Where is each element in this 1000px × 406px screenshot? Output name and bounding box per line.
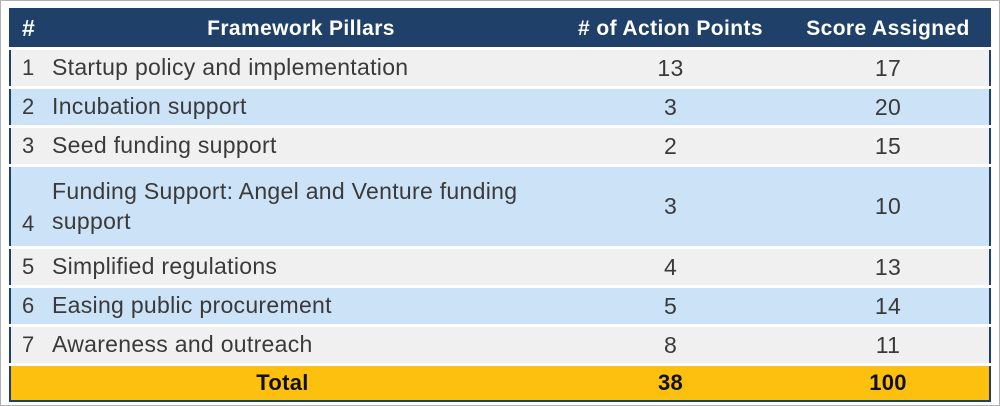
total-label: Total	[10, 363, 554, 401]
header-framework-pillars: Framework Pillars	[48, 9, 554, 50]
pillar-name: Easing public procurement	[48, 286, 554, 327]
row-number: 5	[10, 247, 48, 288]
pillar-name: Awareness and outreach	[48, 325, 554, 366]
header-action-points: # of Action Points	[554, 9, 787, 50]
action-points-value: 13	[554, 48, 787, 89]
table-row: 7 Awareness and outreach 8 11	[10, 325, 990, 366]
score-value: 17	[787, 48, 990, 89]
pillar-name: Startup policy and implementation	[48, 48, 554, 89]
header-number: #	[10, 9, 48, 50]
header-row: # Framework Pillars # of Action Points S…	[10, 9, 990, 50]
framework-pillars-table: # Framework Pillars # of Action Points S…	[9, 8, 991, 402]
table-row: 6 Easing public procurement 5 14	[10, 286, 990, 327]
score-value: 11	[787, 325, 990, 366]
row-number: 1	[10, 48, 48, 89]
row-number: 4	[10, 165, 48, 249]
pillar-name: Incubation support	[48, 87, 554, 128]
table-row: 2 Incubation support 3 20	[10, 87, 990, 128]
action-points-value: 3	[554, 87, 787, 128]
total-row: Total 38 100	[10, 363, 990, 401]
pillar-name: Simplified regulations	[48, 247, 554, 288]
table-row: 4 Funding Support: Angel and Venture fun…	[10, 165, 990, 249]
action-points-value: 8	[554, 325, 787, 366]
action-points-value: 5	[554, 286, 787, 327]
score-value: 10	[787, 165, 990, 249]
score-value: 13	[787, 247, 990, 288]
pillar-name: Seed funding support	[48, 126, 554, 167]
action-points-value: 2	[554, 126, 787, 167]
score-value: 15	[787, 126, 990, 167]
table-row: 1 Startup policy and implementation 13 1…	[10, 48, 990, 89]
action-points-value: 3	[554, 165, 787, 249]
header-score-assigned: Score Assigned	[787, 9, 990, 50]
pillar-name: Funding Support: Angel and Venture fundi…	[48, 165, 554, 249]
table-row: 3 Seed funding support 2 15	[10, 126, 990, 167]
row-number: 2	[10, 87, 48, 128]
action-points-value: 4	[554, 247, 787, 288]
row-number: 3	[10, 126, 48, 167]
table-row: 5 Simplified regulations 4 13	[10, 247, 990, 288]
total-score: 100	[787, 363, 990, 401]
score-value: 14	[787, 286, 990, 327]
row-number: 7	[10, 325, 48, 366]
row-number: 6	[10, 286, 48, 327]
total-action-points: 38	[554, 363, 787, 401]
score-value: 20	[787, 87, 990, 128]
